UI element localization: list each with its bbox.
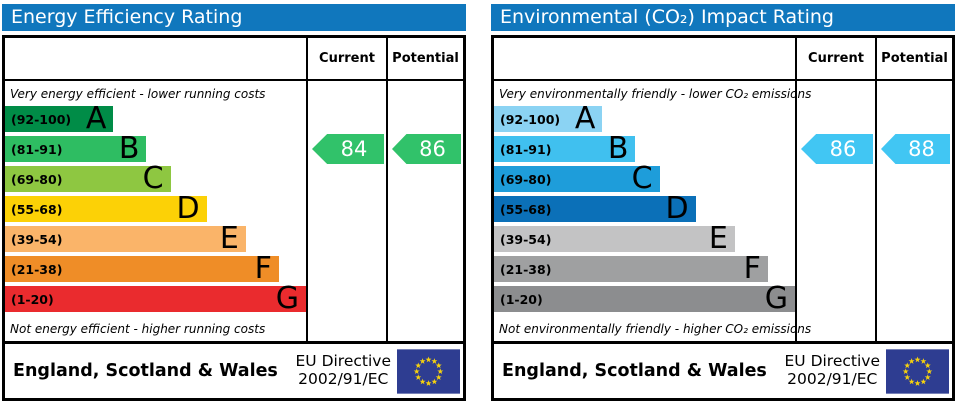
rating-table: Current Potential Very energy efficient … [2,35,466,401]
band-range-label: (21-38) [500,261,552,277]
region-label: England, Scotland & Wales [502,361,767,381]
band-letter: G [275,281,299,316]
top-caption: Very environmentally friendly - lower CO… [499,86,812,101]
bottom-caption: Not environmentally friendly - higher CO… [499,321,812,336]
rating-band-bar: (81-91) B [494,131,636,166]
band-range-label: (81-91) [500,141,552,157]
rating-bands-area: Very environmentally friendly - lower CO… [494,81,812,341]
potential-rating-arrow: 88 [881,134,950,164]
band-letter: D [665,191,689,226]
current-column-header: Current [795,38,875,79]
current-rating-arrow: 86 [801,134,873,164]
band-range-label: (1-20) [500,291,543,307]
rating-band-bar: (21-38) F [5,251,279,286]
rating-bands: (92-100) A (81-91) B (69-80) C (55-68) D… [494,101,795,316]
rating-band-bar: (92-100) A [5,101,114,136]
rating-band-bar: (69-80) C [5,161,171,196]
header-spacer-cell [5,38,306,79]
eu-directive-line1: EU Directive [784,352,881,371]
band-range-label: (55-68) [500,201,552,217]
eu-directive-line2: 2002/91/EC [787,370,878,388]
rating-bands-area: Very energy efficient - lower running co… [5,81,306,341]
panel-title: Environmental (CO₂) Impact Rating [500,6,834,28]
table-body: Very environmentally friendly - lower CO… [494,81,952,341]
current-value-column: 84 [306,81,386,341]
table-footer: England, Scotland & Wales EU Directive 2… [5,341,463,398]
eu-directive-line1: EU Directive [295,352,392,371]
panel-title: Energy Efficiency Rating [11,6,243,28]
region-label: England, Scotland & Wales [13,361,278,381]
eu-flag-icon [886,348,949,394]
band-letter: F [254,251,272,286]
band-range-label: (55-68) [11,201,63,217]
bottom-caption: Not energy efficient - higher running co… [10,321,266,336]
eu-directive-label: EU Directive 2002/91/EC [784,352,881,389]
rating-band-bar: (69-80) C [494,161,660,196]
current-rating-arrow: 84 [312,134,384,164]
band-range-label: (1-20) [11,291,54,307]
potential-rating-value: 86 [419,137,446,161]
panel-title-bar: Environmental (CO₂) Impact Rating [491,4,955,31]
table-body: Very energy efficient - lower running co… [5,81,463,341]
band-letter: A [574,101,596,136]
potential-column-header: Potential [386,38,463,79]
band-range-label: (39-54) [500,231,552,247]
rating-band-bar: (39-54) E [494,221,735,256]
rating-band-bar: (21-38) F [494,251,768,286]
potential-column-header: Potential [875,38,952,79]
rating-band-bar: (1-20) G [494,281,795,316]
band-range-label: (92-100) [11,111,72,127]
band-letter: B [118,131,140,166]
table-header-row: Current Potential [5,38,463,81]
rating-band-bar: (81-91) B [5,131,147,166]
current-rating-value: 86 [829,137,857,161]
rating-panel-co2: Environmental (CO₂) Impact Rating Curren… [491,4,955,401]
band-range-label: (39-54) [11,231,63,247]
band-letter: C [142,161,164,196]
band-range-label: (69-80) [11,171,63,187]
current-column-header: Current [306,38,386,79]
eu-flag-icon [397,348,460,394]
potential-rating-arrow: 86 [392,134,461,164]
rating-band-bar: (92-100) A [494,101,603,136]
eu-directive-line2: 2002/91/EC [298,370,389,388]
potential-value-column: 86 [386,81,463,341]
band-range-label: (81-91) [11,141,63,157]
band-letter: B [607,131,629,166]
current-rating-value: 84 [340,137,368,161]
potential-rating-value: 88 [908,137,935,161]
band-letter: G [764,281,788,316]
top-caption: Very energy efficient - lower running co… [10,86,266,101]
rating-table: Current Potential Very environmentally f… [491,35,955,401]
band-range-label: (21-38) [11,261,63,277]
band-letter: D [176,191,200,226]
band-letter: C [631,161,653,196]
band-letter: A [85,101,107,136]
rating-panel-energy: Energy Efficiency Rating Current Potenti… [2,4,466,401]
band-letter: E [219,221,239,256]
table-footer: England, Scotland & Wales EU Directive 2… [494,341,952,398]
rating-band-bar: (55-68) D [5,191,207,226]
panel-title-bar: Energy Efficiency Rating [2,4,466,31]
rating-band-bar: (1-20) G [5,281,306,316]
rating-band-bar: (55-68) D [494,191,696,226]
header-spacer-cell [494,38,795,79]
band-range-label: (69-80) [500,171,552,187]
potential-value-column: 88 [875,81,952,341]
band-letter: E [708,221,728,256]
table-header-row: Current Potential [494,38,952,81]
current-value-column: 86 [795,81,875,341]
eu-directive-label: EU Directive 2002/91/EC [295,352,392,389]
band-letter: F [743,251,761,286]
band-range-label: (92-100) [500,111,561,127]
rating-bands: (92-100) A (81-91) B (69-80) C (55-68) D… [5,101,306,316]
rating-band-bar: (39-54) E [5,221,246,256]
